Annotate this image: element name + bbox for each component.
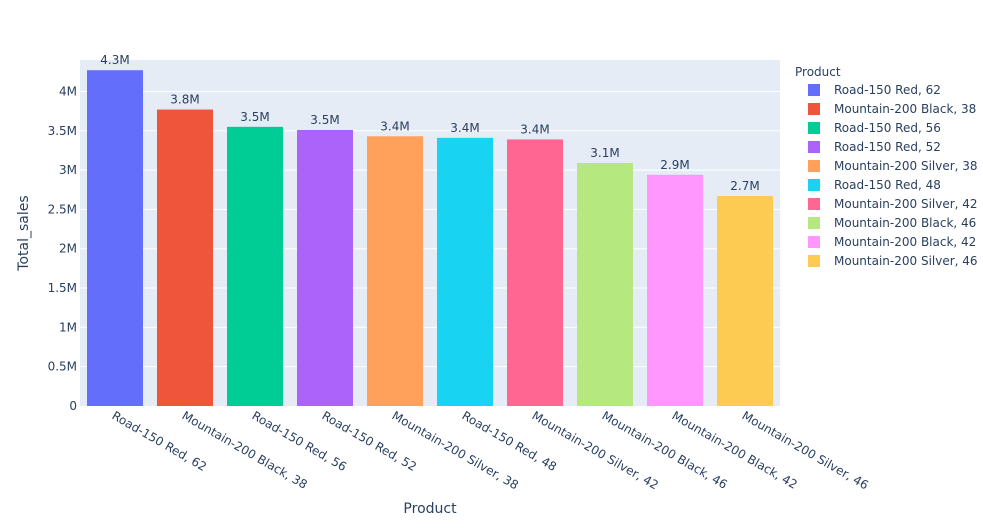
- legend-swatch: [808, 122, 820, 134]
- legend-swatch: [808, 103, 820, 115]
- y-tick-label: 3M: [59, 163, 77, 177]
- bar: [577, 163, 633, 406]
- legend-entry: Mountain-200 Black, 42: [834, 235, 976, 249]
- bar: [717, 196, 773, 406]
- legend-entry: Road-150 Red, 48: [834, 178, 941, 192]
- bar-data-label: 2.9M: [660, 158, 689, 172]
- bar-data-label: 3.1M: [590, 146, 619, 160]
- bar-data-label: 3.5M: [310, 113, 339, 127]
- legend-entry: Mountain-200 Silver, 42: [834, 197, 978, 211]
- legend-entry: Road-150 Red, 56: [834, 121, 941, 135]
- y-tick-label: 3.5M: [48, 124, 77, 138]
- y-axis-title: Total_sales: [16, 195, 32, 271]
- legend-entry: Mountain-200 Black, 46: [834, 216, 976, 230]
- y-tick-label: 0.5M: [48, 360, 77, 374]
- bar: [297, 129, 353, 406]
- x-tick-label: Mountain-200 Black, 42: [670, 408, 800, 491]
- x-tick-label: Mountain-200 Silver, 38: [390, 408, 521, 492]
- legend-swatch: [808, 255, 820, 267]
- y-tick-label: 0: [69, 399, 77, 413]
- bar: [437, 137, 493, 406]
- legend-entry: Mountain-200 Silver, 46: [834, 254, 978, 268]
- bar: [507, 139, 563, 406]
- legend-entry: Mountain-200 Silver, 38: [834, 159, 978, 173]
- legend-entry: Road-150 Red, 62: [834, 83, 941, 97]
- y-tick-label: 1.5M: [48, 281, 77, 295]
- legend-swatch: [808, 160, 820, 172]
- y-tick-label: 4M: [59, 84, 77, 98]
- legend-swatch: [808, 236, 820, 248]
- bar-data-label: 2.7M: [730, 179, 759, 193]
- y-tick-label: 2.5M: [48, 202, 77, 216]
- y-tick-label: 1M: [59, 320, 77, 334]
- bar-data-label: 3.4M: [520, 122, 549, 136]
- bar-data-label: 3.4M: [380, 119, 409, 133]
- legend-swatch: [808, 141, 820, 153]
- bar: [157, 109, 213, 407]
- x-tick-label: Mountain-200 Silver, 46: [740, 408, 871, 492]
- bar-data-label: 3.5M: [240, 110, 269, 124]
- legend-title: Product: [795, 65, 841, 79]
- legend-swatch: [808, 84, 820, 96]
- legend-swatch: [808, 179, 820, 191]
- bar: [87, 70, 143, 407]
- bar-data-label: 3.8M: [170, 93, 199, 107]
- bar-data-label: 4.3M: [100, 53, 129, 67]
- x-axis-title: Product: [403, 501, 457, 517]
- bar: [367, 136, 423, 406]
- bar: [227, 126, 283, 406]
- y-tick-label: 2M: [59, 242, 77, 256]
- bar-data-label: 3.4M: [450, 121, 479, 135]
- x-tick-label: Mountain-200 Black, 38: [180, 408, 310, 491]
- legend-swatch: [808, 198, 820, 210]
- legend-entry: Mountain-200 Black, 38: [834, 102, 976, 116]
- x-tick-label: Mountain-200 Silver, 42: [530, 408, 661, 492]
- legend-entry: Road-150 Red, 52: [834, 140, 941, 154]
- bar: [647, 174, 703, 406]
- x-tick-label: Mountain-200 Black, 46: [600, 408, 730, 491]
- legend-swatch: [808, 217, 820, 229]
